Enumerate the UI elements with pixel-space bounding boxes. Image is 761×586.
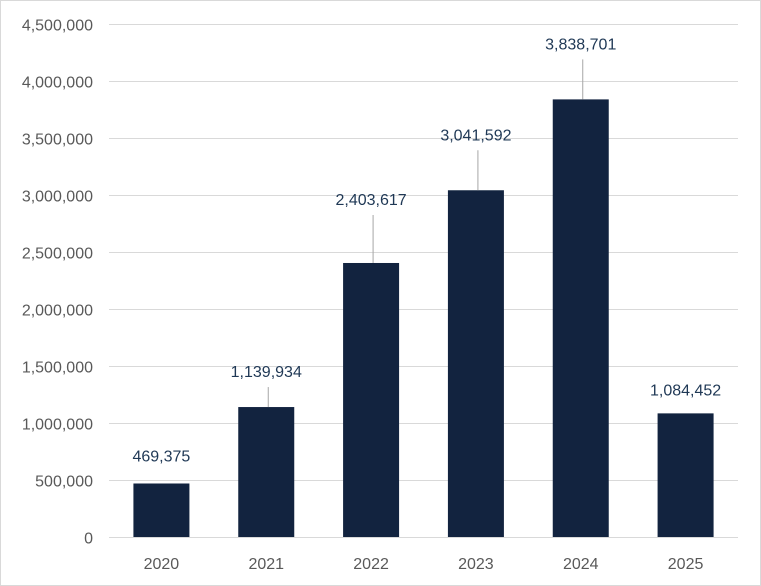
data-label-2024: 3,838,701 xyxy=(545,36,616,53)
bars xyxy=(133,99,714,537)
x-tick-label: 2024 xyxy=(563,556,599,573)
y-tick-label: 1,000,000 xyxy=(22,417,93,434)
data-label-2022: 2,403,617 xyxy=(335,192,406,209)
y-tick-label: 2,500,000 xyxy=(22,246,93,263)
data-labels: 469,375 1,139,934 2,403,617 3,041,592 3,838,… xyxy=(132,36,721,465)
bar-2021 xyxy=(238,407,295,537)
x-tick-label: 2025 xyxy=(668,556,704,573)
x-tick-label: 2020 xyxy=(144,556,180,573)
x-tick-label: 2023 xyxy=(458,556,494,573)
bar-2022 xyxy=(343,262,400,537)
bar-2023 xyxy=(447,190,504,537)
data-label-2020: 469,375 xyxy=(132,448,190,465)
y-axis-tick-labels: 0 500,000 1,000,000 1,500,000 2,000,000 2,500… xyxy=(22,18,93,548)
x-axis-tick-labels: 2020 2021 2022 2023 2024 2025 xyxy=(144,556,704,573)
y-tick-label: 3,500,000 xyxy=(22,132,93,149)
bar-2024 xyxy=(552,99,609,537)
y-tick-label: 4,500,000 xyxy=(22,18,93,35)
data-label-2023: 3,041,592 xyxy=(440,127,511,144)
y-tick-label: 2,000,000 xyxy=(22,303,93,320)
bar-2020 xyxy=(133,483,190,537)
y-tick-label: 4,000,000 xyxy=(22,75,93,92)
bar-2025 xyxy=(657,413,714,537)
leader-lines xyxy=(267,59,584,408)
x-tick-label: 2022 xyxy=(353,556,389,573)
gridlines xyxy=(109,24,738,538)
y-tick-label: 0 xyxy=(84,531,93,548)
data-label-2021: 1,139,934 xyxy=(231,364,302,381)
y-tick-label: 500,000 xyxy=(35,474,93,491)
data-label-2025: 1,084,452 xyxy=(650,382,721,399)
y-tick-label: 1,500,000 xyxy=(22,360,93,377)
x-tick-label: 2021 xyxy=(248,556,284,573)
y-tick-label: 3,000,000 xyxy=(22,189,93,206)
